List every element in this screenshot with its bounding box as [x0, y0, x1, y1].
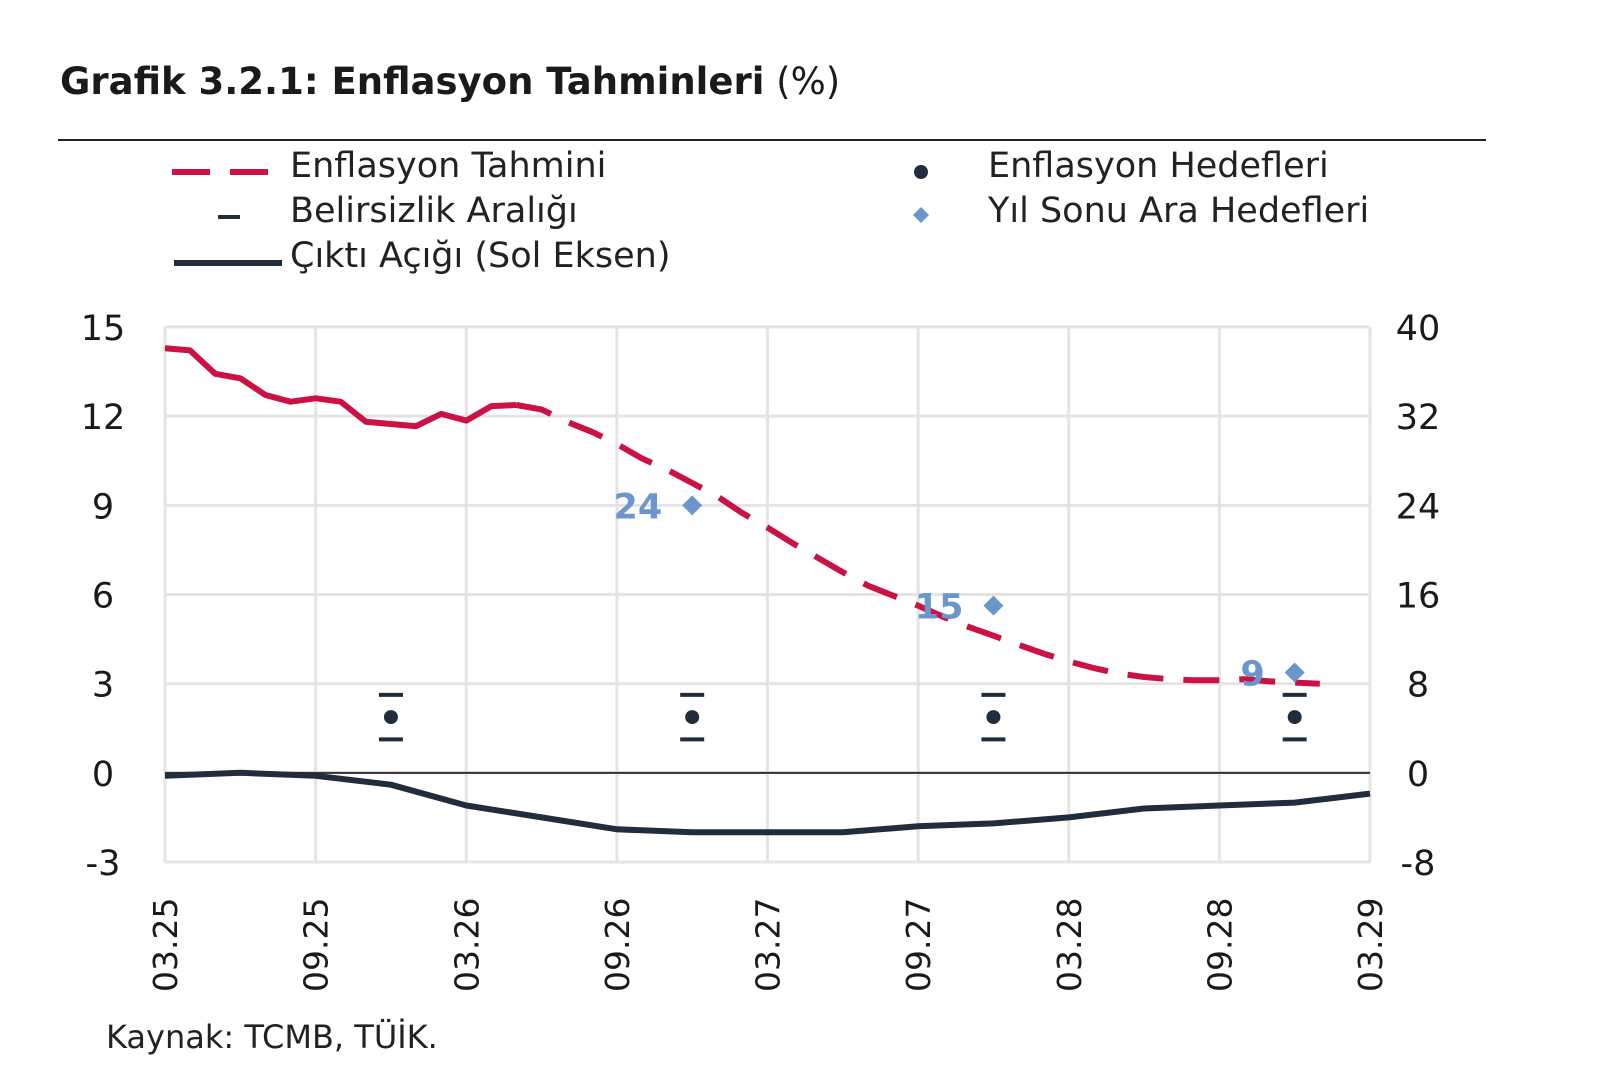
y-left-tick-label: 0: [92, 755, 114, 795]
interim-target-point: [1284, 662, 1305, 683]
y-right-tick-label: 8: [1407, 666, 1429, 706]
y-right-tick-label: 40: [1396, 309, 1441, 349]
y-left-tick-label: 15: [81, 309, 126, 349]
chart-title-unit: (%): [776, 60, 841, 103]
series: [164, 345, 1371, 836]
y-left-tick-label: 9: [92, 487, 114, 527]
y-left-tick-label: -3: [86, 844, 121, 884]
interim-target-label: 24: [613, 487, 662, 527]
x-tick-label: 09.26: [598, 898, 637, 992]
y-left-tick-label: 6: [92, 577, 114, 617]
target-point: [1287, 710, 1302, 725]
legend-label-targets: Enflasyon Hedefleri: [988, 146, 1329, 186]
interim-target-point: [983, 595, 1004, 616]
x-tick-label: 09.25: [297, 898, 336, 992]
legend-label-uncertainty: Belirsizlik Aralığı: [290, 191, 578, 231]
interim-target-label: 9: [1240, 655, 1264, 695]
series-line-output-gap: [164, 769, 1371, 836]
target-point: [986, 710, 1001, 725]
legend-swatch-targets: [914, 165, 928, 179]
title-rule: [58, 139, 1486, 141]
x-tick-label: 03.25: [146, 898, 185, 992]
x-tick-label: 09.27: [899, 898, 938, 992]
y-right-tick-label: 32: [1396, 398, 1441, 438]
interim-target-label: 15: [915, 588, 964, 628]
chart-title: Grafik 3.2.1: Enflasyon Tahminleri (%): [60, 60, 840, 103]
x-tick-label: 03.29: [1351, 898, 1390, 992]
legend-label-interim-targets: Yıl Sonu Ara Hedefleri: [988, 191, 1370, 231]
y-right-tick-label: -8: [1401, 844, 1436, 884]
series-line-inflation-forecast: [515, 402, 1320, 687]
x-tick-label: 09.28: [1200, 898, 1239, 992]
interim-target-point: [682, 495, 703, 516]
y-right-tick-label: 0: [1407, 755, 1429, 795]
legend-swatch-interim-targets: [913, 207, 929, 223]
x-tick-label: 03.28: [1050, 898, 1089, 992]
series-line-inflation-actual: [164, 345, 517, 430]
legend-label-forecast: Enflasyon Tahmini: [290, 146, 607, 186]
x-tick-label: 03.26: [447, 898, 486, 992]
markers: 24 15 9: [378, 487, 1307, 742]
legend-label-output-gap: Çıktı Açığı (Sol Eksen): [290, 236, 671, 276]
target-point: [383, 710, 398, 725]
y-right-tick-label: 16: [1396, 577, 1441, 617]
axes: 15 40 12 32 9 24 6 16 3 8 0 0 -3 -8 03.25 09.25 03.26 09.…: [81, 309, 1441, 992]
chart-title-text: Grafik 3.2.1: Enflasyon Tahminleri: [60, 60, 765, 103]
source-note: Kaynak: TCMB, TÜİK.: [106, 1018, 438, 1056]
y-left-tick-label: 3: [92, 666, 114, 706]
y-left-tick-label: 12: [81, 398, 126, 438]
y-right-tick-label: 24: [1396, 487, 1441, 527]
x-tick-label: 03.27: [749, 898, 788, 992]
target-point: [685, 710, 700, 725]
